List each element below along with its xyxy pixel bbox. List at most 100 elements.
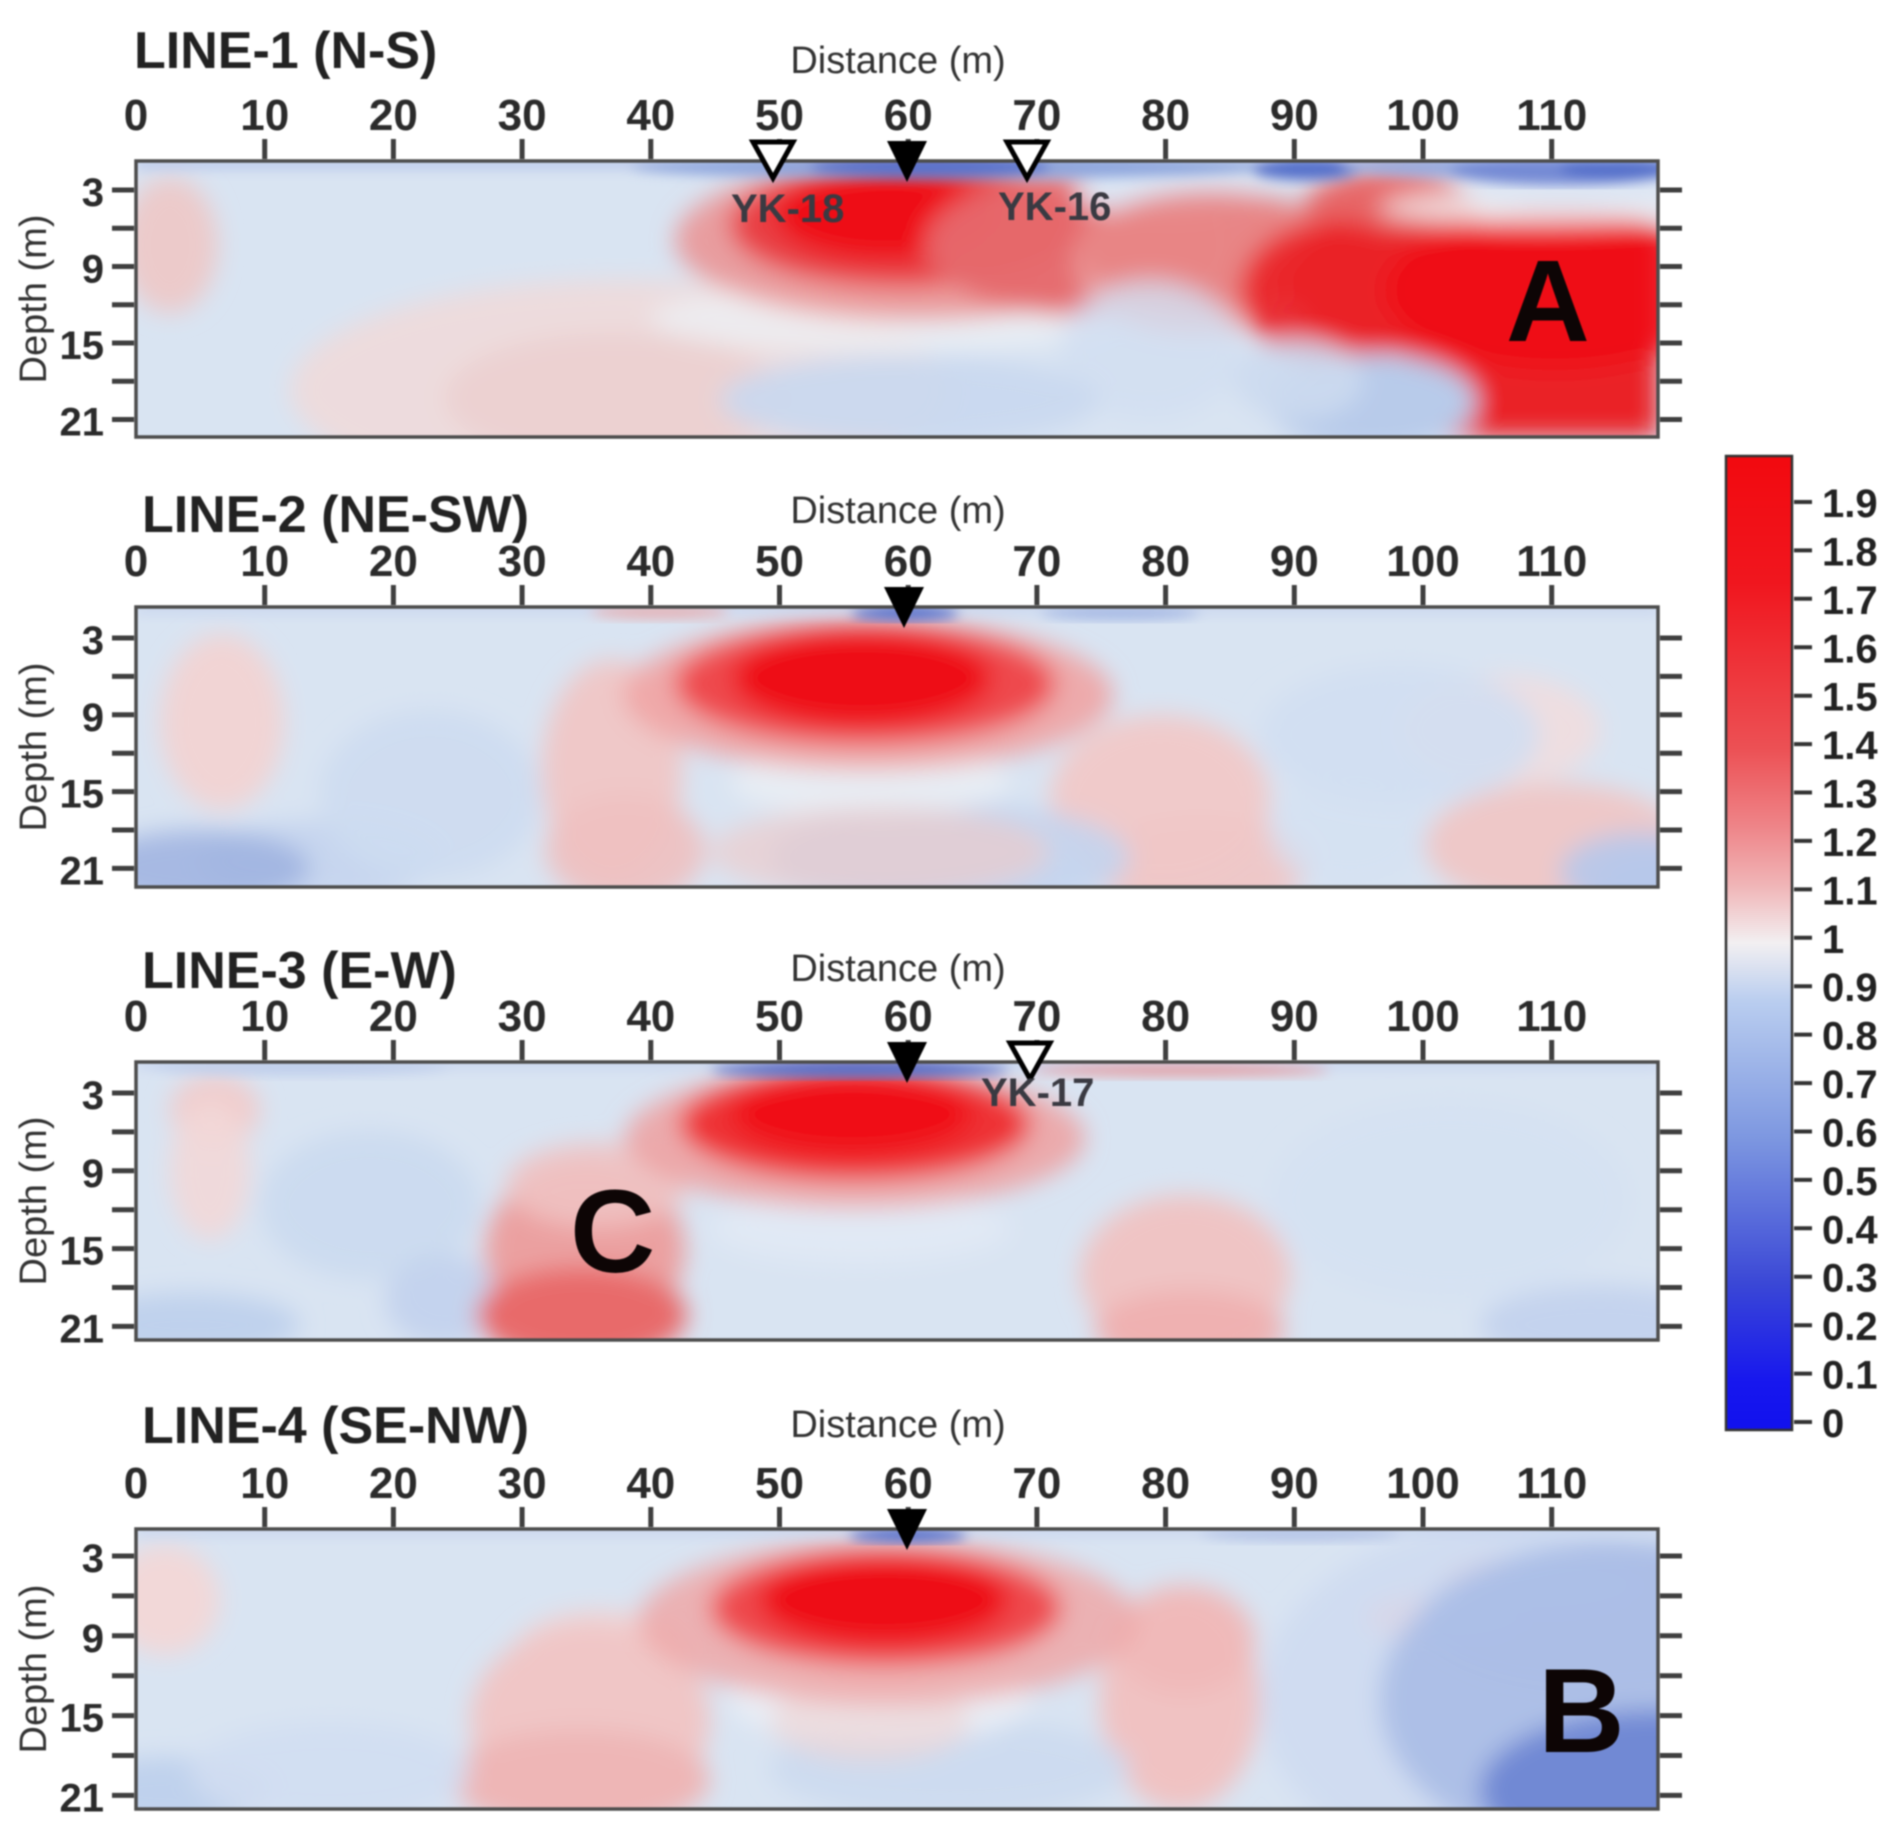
svg-text:60: 60 bbox=[884, 537, 933, 586]
svg-text:LINE-2 (NE-SW): LINE-2 (NE-SW) bbox=[142, 486, 529, 544]
svg-text:30: 30 bbox=[498, 992, 547, 1041]
svg-text:110: 110 bbox=[1516, 91, 1587, 140]
svg-text:1.4: 1.4 bbox=[1822, 724, 1878, 768]
svg-text:40: 40 bbox=[626, 992, 675, 1041]
svg-text:21: 21 bbox=[60, 1307, 105, 1351]
svg-text:9: 9 bbox=[82, 1617, 104, 1661]
svg-text:1: 1 bbox=[1822, 918, 1844, 962]
svg-text:100: 100 bbox=[1386, 992, 1459, 1041]
svg-text:90: 90 bbox=[1270, 1459, 1319, 1508]
svg-text:1.7: 1.7 bbox=[1822, 579, 1878, 623]
svg-text:40: 40 bbox=[626, 1459, 675, 1508]
svg-text:10: 10 bbox=[240, 992, 289, 1041]
svg-text:15: 15 bbox=[60, 773, 105, 817]
svg-text:9: 9 bbox=[82, 248, 104, 292]
svg-text:0.9: 0.9 bbox=[1822, 966, 1878, 1010]
svg-text:50: 50 bbox=[755, 537, 804, 586]
svg-text:LINE-4 (SE-NW): LINE-4 (SE-NW) bbox=[142, 1397, 529, 1455]
svg-text:10: 10 bbox=[240, 91, 289, 140]
svg-text:9: 9 bbox=[82, 696, 104, 740]
svg-text:110: 110 bbox=[1516, 1459, 1587, 1508]
svg-text:1.2: 1.2 bbox=[1822, 821, 1878, 865]
svg-text:C: C bbox=[570, 1166, 655, 1298]
svg-text:20: 20 bbox=[369, 1459, 418, 1508]
svg-text:15: 15 bbox=[60, 324, 105, 368]
svg-text:A: A bbox=[1506, 236, 1590, 366]
svg-text:30: 30 bbox=[498, 91, 547, 140]
svg-text:B: B bbox=[1538, 1644, 1625, 1778]
svg-text:0.2: 0.2 bbox=[1822, 1305, 1878, 1349]
svg-text:100: 100 bbox=[1386, 91, 1459, 140]
svg-text:Distance (m): Distance (m) bbox=[790, 40, 1005, 82]
svg-text:100: 100 bbox=[1386, 1459, 1459, 1508]
svg-text:Distance (m): Distance (m) bbox=[790, 948, 1005, 990]
svg-text:3: 3 bbox=[82, 171, 104, 215]
svg-text:50: 50 bbox=[755, 992, 804, 1041]
svg-text:110: 110 bbox=[1516, 537, 1587, 586]
svg-text:50: 50 bbox=[755, 1459, 804, 1508]
svg-text:21: 21 bbox=[60, 401, 105, 445]
svg-text:1.3: 1.3 bbox=[1822, 773, 1878, 817]
svg-text:90: 90 bbox=[1270, 537, 1319, 586]
svg-text:70: 70 bbox=[1012, 1459, 1061, 1508]
svg-text:60: 60 bbox=[884, 1459, 933, 1508]
svg-text:30: 30 bbox=[498, 1459, 547, 1508]
svg-text:21: 21 bbox=[60, 1776, 105, 1820]
svg-text:15: 15 bbox=[60, 1230, 105, 1274]
svg-text:10: 10 bbox=[240, 1459, 289, 1508]
svg-text:0.4: 0.4 bbox=[1822, 1208, 1878, 1252]
svg-text:0: 0 bbox=[124, 537, 148, 586]
svg-text:10: 10 bbox=[240, 537, 289, 586]
svg-text:0: 0 bbox=[124, 91, 148, 140]
svg-text:70: 70 bbox=[1012, 992, 1061, 1041]
svg-text:0: 0 bbox=[124, 992, 148, 1041]
svg-text:3: 3 bbox=[82, 1074, 104, 1118]
svg-text:70: 70 bbox=[1012, 91, 1061, 140]
svg-text:1.6: 1.6 bbox=[1822, 627, 1878, 671]
svg-text:90: 90 bbox=[1270, 992, 1319, 1041]
svg-text:1.8: 1.8 bbox=[1822, 530, 1878, 574]
svg-text:9: 9 bbox=[82, 1152, 104, 1196]
svg-text:1.5: 1.5 bbox=[1822, 676, 1878, 720]
svg-text:80: 80 bbox=[1141, 91, 1190, 140]
svg-text:YK-18: YK-18 bbox=[731, 187, 844, 231]
svg-text:0: 0 bbox=[1822, 1402, 1844, 1446]
svg-text:0.7: 0.7 bbox=[1822, 1063, 1878, 1107]
svg-text:Depth (m): Depth (m) bbox=[13, 215, 55, 384]
svg-text:Depth (m): Depth (m) bbox=[13, 1585, 55, 1754]
svg-text:21: 21 bbox=[60, 849, 105, 893]
svg-text:30: 30 bbox=[498, 537, 547, 586]
svg-text:40: 40 bbox=[626, 91, 675, 140]
svg-text:0: 0 bbox=[124, 1459, 148, 1508]
svg-text:100: 100 bbox=[1386, 537, 1459, 586]
svg-text:90: 90 bbox=[1270, 91, 1319, 140]
svg-text:1.1: 1.1 bbox=[1822, 869, 1878, 913]
svg-text:50: 50 bbox=[755, 91, 804, 140]
svg-text:70: 70 bbox=[1012, 537, 1061, 586]
svg-text:15: 15 bbox=[60, 1697, 105, 1741]
svg-text:110: 110 bbox=[1516, 992, 1587, 1041]
svg-text:60: 60 bbox=[884, 91, 933, 140]
svg-text:0.1: 0.1 bbox=[1822, 1354, 1878, 1398]
svg-text:Depth (m): Depth (m) bbox=[13, 663, 55, 832]
svg-text:YK-17: YK-17 bbox=[981, 1071, 1094, 1115]
svg-text:Distance (m): Distance (m) bbox=[790, 1404, 1005, 1446]
svg-text:80: 80 bbox=[1141, 1459, 1190, 1508]
svg-text:Distance (m): Distance (m) bbox=[790, 490, 1005, 532]
svg-text:0.3: 0.3 bbox=[1822, 1257, 1878, 1301]
svg-text:0.6: 0.6 bbox=[1822, 1112, 1878, 1156]
svg-text:3: 3 bbox=[82, 619, 104, 663]
svg-text:1.9: 1.9 bbox=[1822, 482, 1878, 526]
svg-text:40: 40 bbox=[626, 537, 675, 586]
svg-text:60: 60 bbox=[884, 992, 933, 1041]
svg-text:20: 20 bbox=[369, 992, 418, 1041]
svg-text:3: 3 bbox=[82, 1537, 104, 1581]
svg-text:0.5: 0.5 bbox=[1822, 1160, 1878, 1204]
svg-text:80: 80 bbox=[1141, 537, 1190, 586]
svg-text:0.8: 0.8 bbox=[1822, 1015, 1878, 1059]
svg-text:YK-16: YK-16 bbox=[998, 185, 1111, 229]
svg-text:80: 80 bbox=[1141, 992, 1190, 1041]
svg-text:LINE-3 (E-W): LINE-3 (E-W) bbox=[142, 942, 457, 1000]
svg-text:LINE-1 (N-S): LINE-1 (N-S) bbox=[134, 22, 437, 80]
svg-text:20: 20 bbox=[369, 537, 418, 586]
